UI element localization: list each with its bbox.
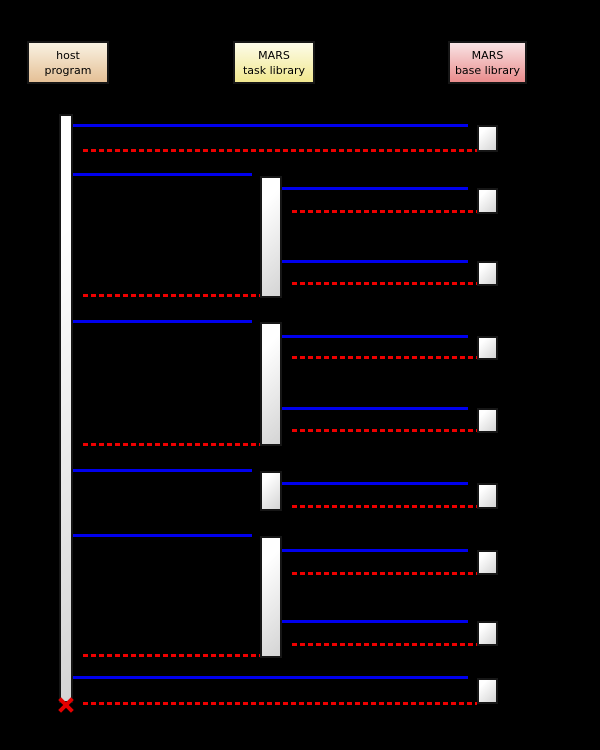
arrowhead-icon (468, 478, 477, 486)
arrowhead-icon (283, 206, 292, 214)
call-arrow-mars-task-library-to-mars-base-library (282, 335, 468, 338)
call-arrow-mars-task-library-to-mars-base-library (282, 260, 468, 263)
call-arrow-host-program-to-mars-task-library (73, 173, 252, 176)
call-arrow-host-program-to-mars-task-library (73, 320, 252, 323)
arrowhead-icon (252, 530, 261, 538)
arrowhead-icon (74, 698, 83, 706)
call-arrow-host-program-to-mars-base-library (73, 676, 468, 679)
return-arrow-mars-task-library-to-host-program (83, 294, 260, 297)
arrowhead-icon (74, 650, 83, 658)
participant-box-mars-task-library: MARS task library (233, 41, 315, 84)
call-arrow-mars-task-library-to-mars-base-library (282, 620, 468, 623)
arrowhead-icon (468, 403, 477, 411)
arrowhead-icon (283, 352, 292, 360)
activation-bar-mars-base-library (477, 125, 498, 152)
activation-bar-mars-base-library (477, 188, 498, 214)
return-arrow-mars-base-library-to-mars-task-library (292, 429, 477, 432)
participant-label-line: MARS (258, 48, 290, 62)
activation-bar-mars-base-library (477, 550, 498, 575)
activation-bar-mars-base-library (477, 483, 498, 509)
participant-label-line: MARS (471, 48, 504, 62)
participant-box-host-program: host program (27, 41, 109, 84)
arrowhead-icon (468, 331, 477, 339)
arrowhead-icon (74, 439, 83, 447)
call-arrow-host-program-to-mars-task-library (73, 534, 252, 537)
participant-label-line: base library (454, 63, 521, 77)
activation-bar-mars-task-library (260, 322, 282, 446)
participant-label-line: host (56, 48, 80, 62)
arrowhead-icon (468, 545, 477, 553)
return-arrow-mars-task-library-to-host-program (83, 443, 260, 446)
activation-bar-mars-base-library (477, 336, 498, 360)
return-arrow-mars-base-library-to-host-program (83, 702, 477, 705)
activation-bar-mars-base-library (477, 261, 498, 286)
activation-bar-mars-base-library (477, 621, 498, 646)
return-arrow-mars-base-library-to-mars-task-library (292, 505, 477, 508)
arrowhead-icon (74, 145, 83, 153)
arrowhead-icon (468, 183, 477, 191)
call-arrow-mars-task-library-to-mars-base-library (282, 549, 468, 552)
activation-bar-mars-base-library (477, 408, 498, 433)
arrowhead-icon (468, 616, 477, 624)
arrowhead-icon (468, 672, 477, 680)
arrowhead-icon (283, 425, 292, 433)
return-arrow-mars-base-library-to-mars-task-library (292, 356, 477, 359)
participant-label-line: program (44, 63, 92, 77)
arrowhead-icon (468, 256, 477, 264)
activation-bar-mars-base-library (477, 678, 498, 704)
return-arrow-mars-base-library-to-host-program (83, 149, 477, 152)
call-arrow-mars-task-library-to-mars-base-library (282, 187, 468, 190)
return-arrow-mars-base-library-to-mars-task-library (292, 210, 477, 213)
call-arrow-host-program-to-mars-task-library (73, 469, 252, 472)
participant-box-mars-base-library: MARS base library (448, 41, 527, 84)
arrowhead-icon (283, 639, 292, 647)
return-arrow-mars-base-library-to-mars-task-library (292, 282, 477, 285)
arrowhead-icon (283, 568, 292, 576)
activation-bar-mars-task-library (260, 471, 282, 511)
arrowhead-icon (252, 316, 261, 324)
arrowhead-icon (252, 169, 261, 177)
destroy-x-icon (57, 696, 75, 714)
activation-bar-mars-task-library (260, 536, 282, 658)
arrowhead-icon (283, 278, 292, 286)
activation-bar-host-program (59, 114, 73, 703)
return-arrow-mars-base-library-to-mars-task-library (292, 572, 477, 575)
call-arrow-mars-task-library-to-mars-base-library (282, 482, 468, 485)
arrowhead-icon (283, 501, 292, 509)
return-arrow-mars-task-library-to-host-program (83, 654, 260, 657)
arrowhead-icon (252, 465, 261, 473)
call-arrow-mars-task-library-to-mars-base-library (282, 407, 468, 410)
arrowhead-icon (468, 120, 477, 128)
activation-bar-mars-task-library (260, 176, 282, 298)
arrowhead-icon (74, 290, 83, 298)
lifeline-mars-base-library (488, 84, 489, 718)
return-arrow-mars-base-library-to-mars-task-library (292, 643, 477, 646)
participant-label-line: task library (242, 63, 306, 77)
call-arrow-host-program-to-mars-base-library (73, 124, 468, 127)
